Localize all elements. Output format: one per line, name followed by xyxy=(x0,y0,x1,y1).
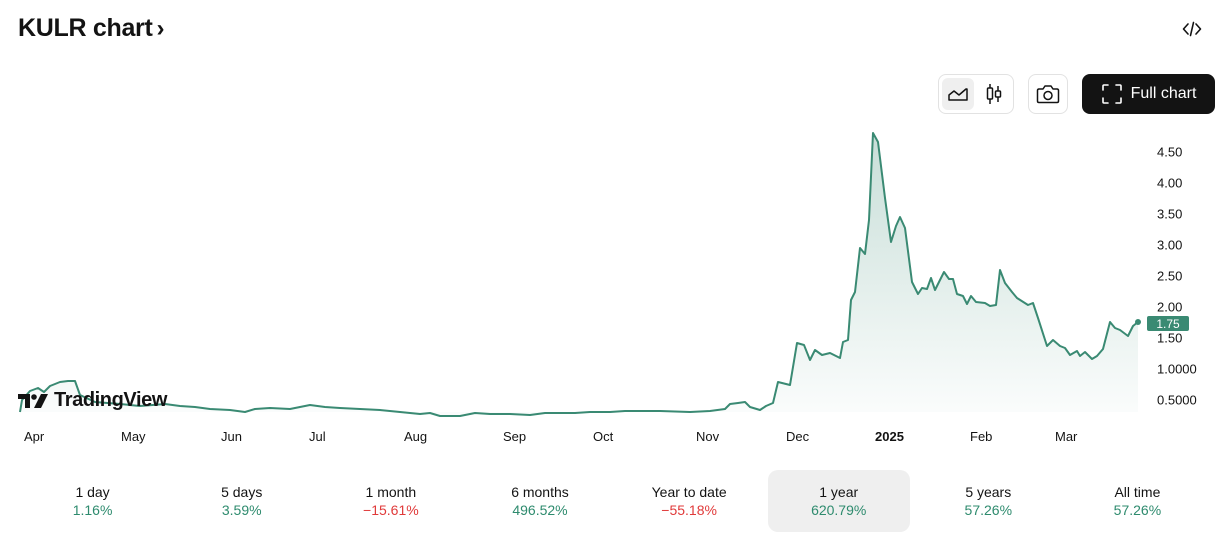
price-line xyxy=(19,132,1139,417)
current-price-badge: 1.75 xyxy=(1147,316,1189,331)
period-change: 57.26% xyxy=(964,502,1013,518)
tradingview-logo[interactable]: TradingView xyxy=(18,389,167,412)
period-change: −15.61% xyxy=(363,502,419,518)
y-tick: 3.50 xyxy=(1157,206,1183,222)
period-label: 1 month xyxy=(365,484,417,500)
page-title: KULR chart xyxy=(18,14,153,42)
chevron-right-icon: › xyxy=(156,14,165,42)
x-tick: Mar xyxy=(1055,429,1078,444)
price-area-fill xyxy=(20,133,1138,416)
expand-corners-icon xyxy=(1101,84,1122,104)
period-all-time[interactable]: All time 57.26% xyxy=(1063,470,1212,532)
x-tick: Apr xyxy=(24,429,45,444)
y-tick: 4.00 xyxy=(1157,175,1183,191)
period-1-month[interactable]: 1 month −15.61% xyxy=(316,470,465,532)
x-tick: Aug xyxy=(404,429,428,444)
y-tick: 1.50 xyxy=(1157,330,1183,346)
period-5-days[interactable]: 5 days 3.59% xyxy=(167,470,316,532)
period-label: 1 year xyxy=(819,484,859,500)
y-tick: 1.0000 xyxy=(1157,361,1197,377)
x-tick: Sep xyxy=(503,429,527,444)
code-embed-icon xyxy=(1182,21,1202,37)
area-chart-icon xyxy=(948,88,968,101)
period-1-year[interactable]: 1 year 620.79% xyxy=(767,470,910,532)
embed-code-button[interactable] xyxy=(1180,18,1204,40)
y-tick: 2.00 xyxy=(1157,299,1183,315)
chart-type-toggle xyxy=(938,74,1014,114)
x-tick: Dec xyxy=(786,429,810,444)
last-price-dot xyxy=(1135,319,1141,325)
snapshot-button[interactable] xyxy=(1028,74,1068,114)
area-chart-button[interactable] xyxy=(942,78,974,110)
period-label: 5 days xyxy=(221,484,263,500)
period-5-years[interactable]: 5 years 57.26% xyxy=(914,470,1063,532)
full-chart-button[interactable]: Full chart xyxy=(1082,74,1215,114)
period-label: Year to date xyxy=(651,484,727,500)
period-change: 57.26% xyxy=(1113,502,1162,518)
period-label: All time xyxy=(1114,484,1161,500)
chart-title-link[interactable]: KULR chart › xyxy=(18,14,165,43)
period-change: 496.52% xyxy=(512,502,568,518)
x-tick: Oct xyxy=(593,429,614,444)
y-tick: 4.50 xyxy=(1157,144,1183,160)
y-tick: 3.00 xyxy=(1157,237,1183,253)
period-label: 6 months xyxy=(511,484,569,500)
period-1-day[interactable]: 1 day 1.16% xyxy=(18,470,167,532)
x-tick: Jun xyxy=(221,429,242,444)
tradingview-mark-icon xyxy=(18,393,48,408)
period-year-to-date[interactable]: Year to date −55.18% xyxy=(615,470,764,532)
candlestick-chart-button[interactable] xyxy=(978,78,1010,110)
y-tick: 0.5000 xyxy=(1157,392,1197,408)
period-change: −55.18% xyxy=(661,502,717,518)
x-tick: Feb xyxy=(970,429,993,444)
camera-icon xyxy=(1036,85,1060,104)
full-chart-label: Full chart xyxy=(1130,85,1197,102)
period-selector: 1 day 1.16% 5 days 3.59% 1 month −15.61%… xyxy=(18,470,1212,532)
chart-toolbar: Full chart xyxy=(938,74,1215,114)
period-6-months[interactable]: 6 months 496.52% xyxy=(465,470,614,532)
period-change: 3.59% xyxy=(221,502,262,518)
period-change: 1.16% xyxy=(72,502,113,518)
y-tick: 2.50 xyxy=(1157,268,1183,284)
x-tick: May xyxy=(121,429,146,444)
period-label: 1 day xyxy=(75,484,110,500)
x-tick: Nov xyxy=(696,429,720,444)
price-chart[interactable] xyxy=(0,0,1230,450)
candlestick-icon xyxy=(986,84,1002,104)
period-label: 5 years xyxy=(965,484,1012,500)
x-tick: Jul xyxy=(309,429,326,444)
x-tick: 2025 xyxy=(875,429,904,444)
period-change: 620.79% xyxy=(811,502,867,518)
tradingview-wordmark: TradingView xyxy=(54,389,168,411)
